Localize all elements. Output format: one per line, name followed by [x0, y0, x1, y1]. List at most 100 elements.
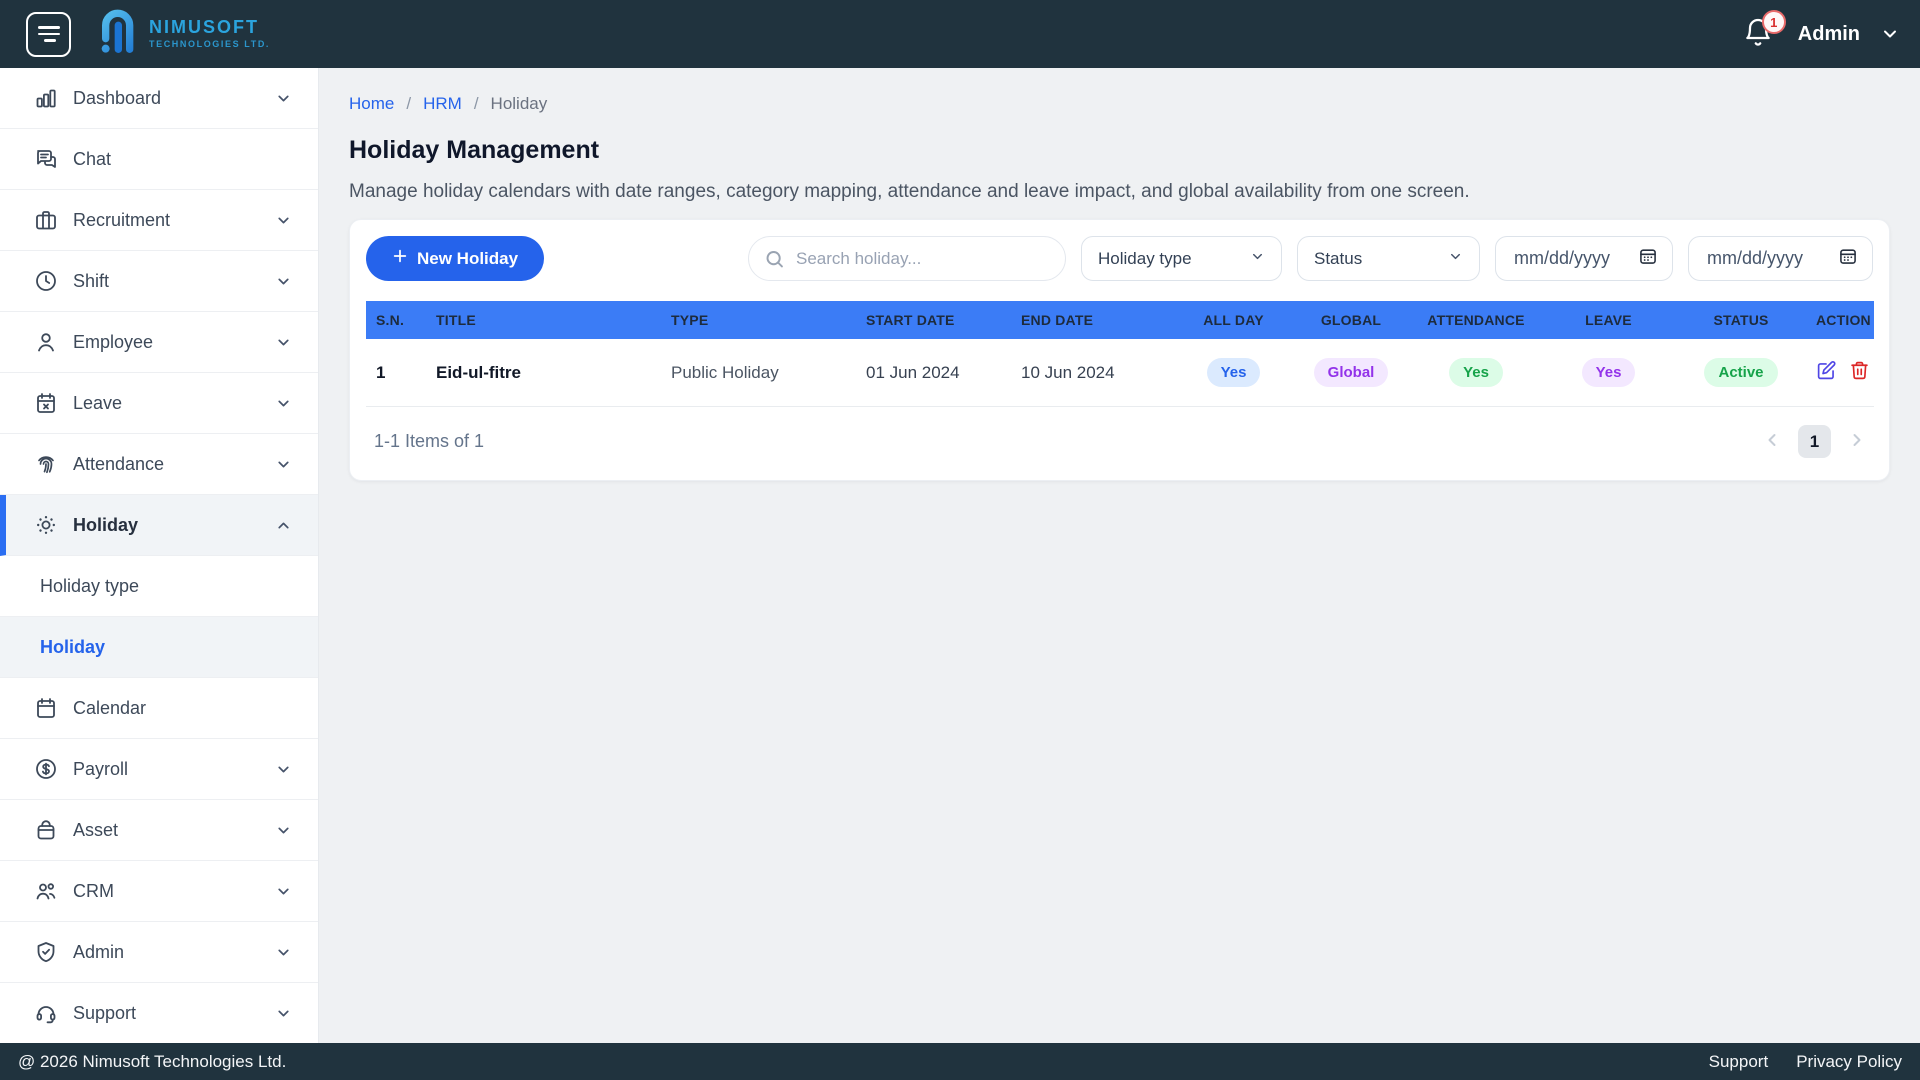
- pagination-summary: 1-1 Items of 1: [374, 431, 485, 451]
- col-header-sn: S.N.: [366, 301, 426, 339]
- sidebar-subitem-holiday[interactable]: Holiday: [0, 617, 318, 678]
- edit-button[interactable]: [1816, 360, 1837, 384]
- user-menu-label[interactable]: Admin: [1797, 22, 1860, 45]
- footer-support-link[interactable]: Support: [1708, 1051, 1769, 1071]
- footer: @ 2026 Nimusoft Technologies Ltd. Suppor…: [0, 1043, 1920, 1080]
- user-menu-chevron-down-icon[interactable]: [1880, 24, 1900, 44]
- sidebar-subitem-holiday-type[interactable]: Holiday type: [0, 556, 318, 617]
- cell-sn: 1: [366, 339, 426, 407]
- sidebar-item-recruitment[interactable]: Recruitment: [0, 190, 318, 251]
- col-header-leave: LEAVE: [1541, 301, 1676, 339]
- col-header-type: TYPE: [661, 301, 856, 339]
- delete-button[interactable]: [1849, 360, 1870, 384]
- sidebar-item-crm[interactable]: CRM: [0, 861, 318, 922]
- chevron-left-icon: [1762, 430, 1782, 453]
- breadcrumb-separator: /: [406, 94, 412, 113]
- fingerprint-icon: [33, 452, 58, 477]
- dollar-circle-icon: [33, 757, 58, 782]
- pagination-page-1-button[interactable]: 1: [1798, 425, 1831, 458]
- chevron-up-icon: [275, 517, 292, 534]
- sidebar-item-label: Support: [73, 1002, 137, 1023]
- sidebar-toggle-button[interactable]: [26, 11, 71, 57]
- chat-icon: [33, 147, 58, 172]
- sidebar-item-label: Attendance: [73, 453, 165, 474]
- sidebar-subitem-label: Holiday: [40, 636, 106, 657]
- sidebar-item-label: Shift: [73, 270, 110, 291]
- col-header-global: GLOBAL: [1291, 301, 1411, 339]
- breadcrumb-home-link[interactable]: Home: [349, 94, 395, 113]
- bell-icon: [1742, 18, 1774, 54]
- edit-pencil-icon: [1816, 360, 1837, 384]
- sun-icon: [33, 513, 58, 538]
- leave-badge: Yes: [1581, 358, 1636, 387]
- shield-check-icon: [33, 940, 58, 965]
- col-header-all-day: ALL DAY: [1176, 301, 1291, 339]
- sidebar-item-label: CRM: [73, 880, 114, 901]
- pagination-prev-button[interactable]: [1762, 430, 1782, 453]
- sidebar-item-employee[interactable]: Employee: [0, 312, 318, 373]
- start-date-input[interactable]: mm/dd/yyyy: [1495, 236, 1673, 281]
- page-title: Holiday Management: [349, 136, 600, 164]
- breadcrumb-separator: /: [473, 94, 479, 113]
- sidebar-item-label: Leave: [73, 392, 123, 413]
- pagination-next-button[interactable]: [1847, 430, 1867, 453]
- cell-end-date: 10 Jun 2024: [1011, 339, 1176, 407]
- table-row: 1 Eid-ul-fitre Public Holiday 01 Jun 202…: [366, 339, 1874, 407]
- notifications-button[interactable]: 1: [1742, 10, 1786, 54]
- breadcrumb-current: Holiday: [490, 94, 548, 113]
- end-date-input[interactable]: mm/dd/yyyy: [1688, 236, 1873, 281]
- sidebar-item-payroll[interactable]: Payroll: [0, 739, 318, 800]
- attendance-badge: Yes: [1449, 358, 1503, 387]
- chevron-down-icon: [1448, 249, 1463, 269]
- chevron-down-icon: [275, 761, 292, 778]
- new-holiday-button-label: New Holiday: [417, 248, 519, 268]
- main-content: Home / HRM / Holiday Holiday Management …: [319, 68, 1920, 1043]
- calendar-icon: [1838, 246, 1858, 271]
- calendar-icon: [33, 696, 58, 721]
- brand-logo-mark-icon: [99, 9, 139, 60]
- sidebar-item-attendance[interactable]: Attendance: [0, 434, 318, 495]
- clock-icon: [33, 269, 58, 294]
- status-badge: Active: [1704, 358, 1778, 387]
- sidebar-item-leave[interactable]: Leave: [0, 373, 318, 434]
- sidebar-item-support[interactable]: Support: [0, 983, 318, 1043]
- new-holiday-button[interactable]: New Holiday: [366, 236, 545, 281]
- holiday-type-filter-select[interactable]: Holiday type: [1081, 236, 1282, 281]
- pagination-bar: 1-1 Items of 1 1: [366, 409, 1873, 464]
- calendar-icon: [1638, 246, 1658, 271]
- users-group-icon: [33, 879, 58, 904]
- bar-chart-icon: [33, 86, 58, 111]
- sidebar-item-calendar[interactable]: Calendar: [0, 678, 318, 739]
- sidebar-item-label: Calendar: [73, 697, 147, 718]
- status-filter-select[interactable]: Status: [1297, 236, 1480, 281]
- all-day-badge: Yes: [1206, 358, 1261, 387]
- cell-start-date: 01 Jun 2024: [856, 339, 1011, 407]
- headset-icon: [33, 1001, 58, 1026]
- chevron-right-icon: [1847, 430, 1867, 453]
- sidebar-item-chat[interactable]: Chat: [0, 129, 318, 190]
- col-header-attendance: ATTENDANCE: [1411, 301, 1541, 339]
- cell-type: Public Holiday: [661, 339, 856, 407]
- toolbar: New Holiday Holiday type Status: [366, 236, 1873, 281]
- breadcrumb-hrm-link[interactable]: HRM: [423, 94, 462, 113]
- footer-privacy-policy-link[interactable]: Privacy Policy: [1796, 1051, 1902, 1071]
- sidebar-item-shift[interactable]: Shift: [0, 251, 318, 312]
- chevron-down-icon: [275, 944, 292, 961]
- sidebar-item-label: Payroll: [73, 758, 129, 779]
- chevron-down-icon: [275, 456, 292, 473]
- chevron-down-icon: [275, 273, 292, 290]
- sidebar-item-label: Holiday: [73, 514, 139, 535]
- sidebar-item-holiday[interactable]: Holiday: [0, 495, 318, 556]
- global-badge: Global: [1313, 358, 1389, 387]
- col-header-title: TITLE: [426, 301, 661, 339]
- sidebar-item-asset[interactable]: Asset: [0, 800, 318, 861]
- chevron-down-icon: [275, 883, 292, 900]
- search-input[interactable]: [748, 236, 1066, 281]
- start-date-placeholder: mm/dd/yyyy: [1514, 248, 1611, 268]
- sidebar-item-dashboard[interactable]: Dashboard: [0, 68, 318, 129]
- sidebar-item-label: Dashboard: [73, 87, 162, 108]
- sidebar-item-admin[interactable]: Admin: [0, 922, 318, 983]
- col-header-action: ACTION: [1806, 301, 1874, 339]
- cell-title: Eid-ul-fitre: [426, 339, 661, 407]
- sidebar-item-label: Asset: [73, 819, 119, 840]
